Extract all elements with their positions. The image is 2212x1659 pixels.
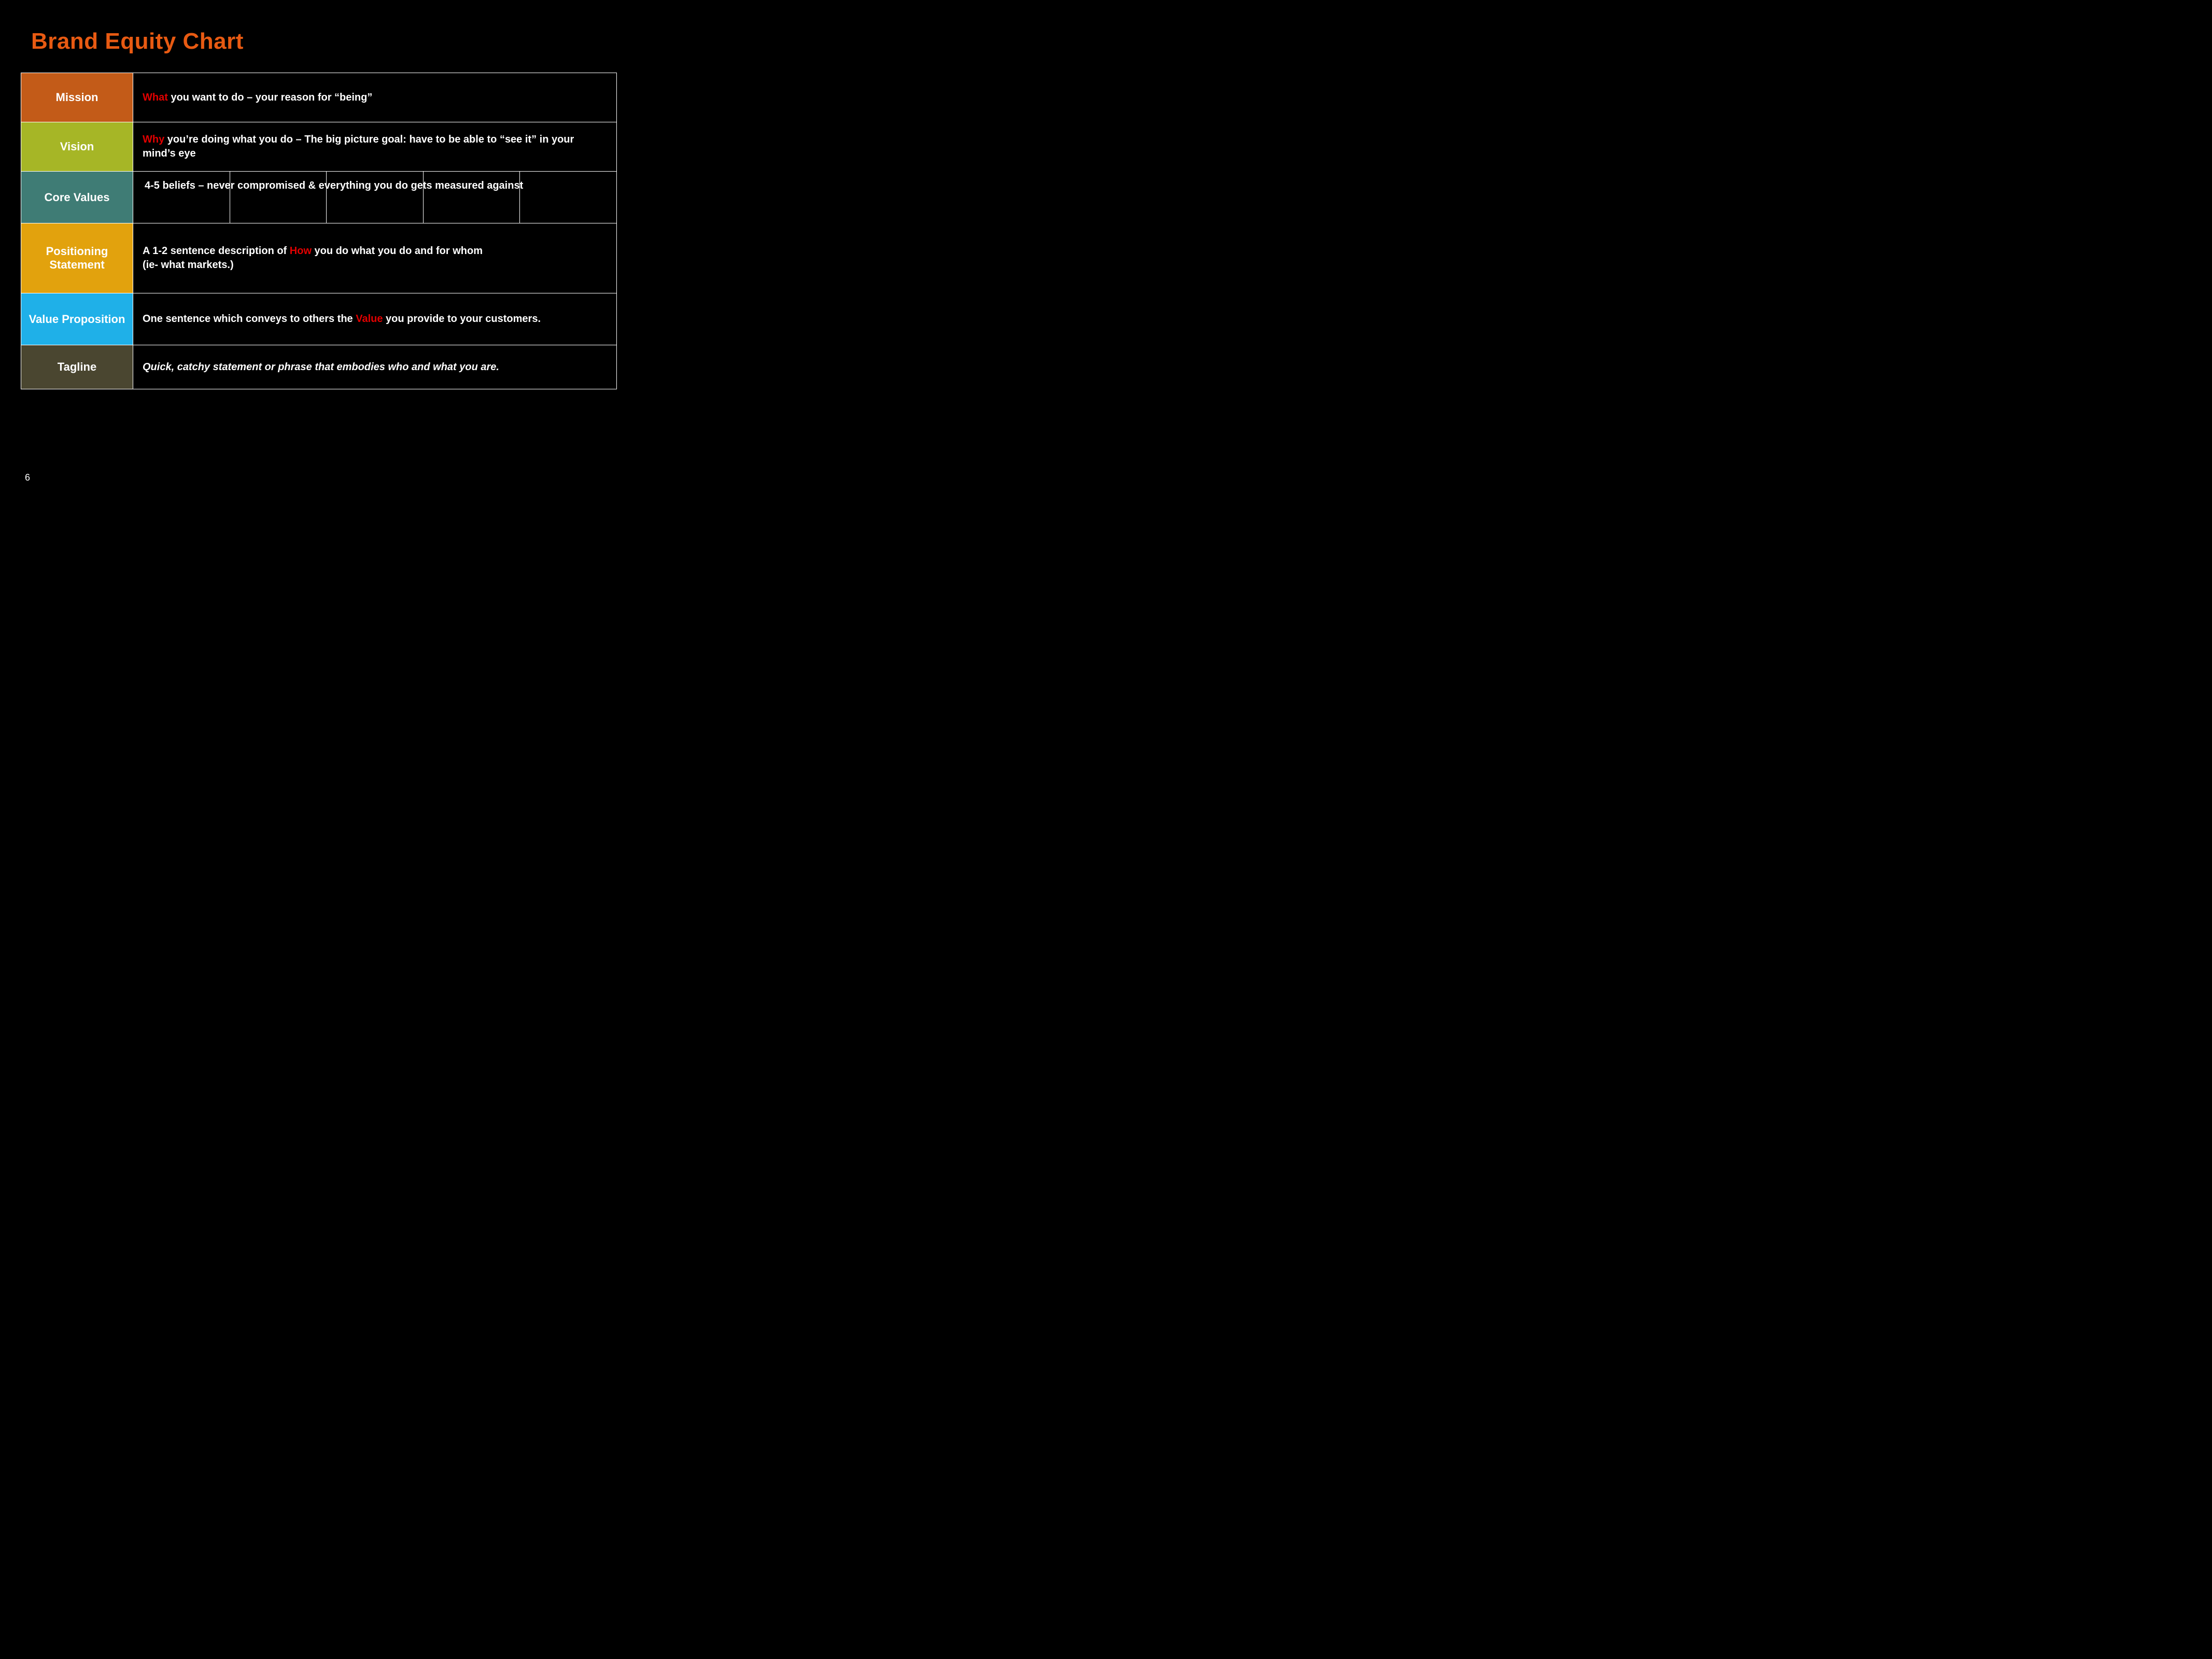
row-tagline: Tagline Quick, catchy statement or phras… (21, 345, 617, 389)
desc-mission: What you want to do – your reason for “b… (133, 73, 617, 122)
text-positioning-after-2: (ie- what markets.) (143, 259, 234, 271)
label-positioning: Positioning Statement (21, 223, 133, 293)
desc-core-values: 4-5 beliefs – never compromised & everyt… (145, 179, 611, 193)
highlight-what: What (143, 92, 168, 103)
label-mission: Mission (21, 73, 133, 122)
row-value-prop: Value Proposition One sentence which con… (21, 293, 617, 345)
brand-equity-table: Mission What you want to do – your reaso… (21, 73, 617, 389)
slide-title: Brand Equity Chart (31, 29, 643, 54)
desc-positioning: A 1-2 sentence description of How you do… (133, 223, 617, 293)
text-vision: you’re doing what you do – The big pictu… (143, 134, 574, 159)
row-vision: Vision Why you’re doing what you do – Th… (21, 122, 617, 172)
highlight-why: Why (143, 134, 164, 145)
label-value-prop: Value Proposition (21, 293, 133, 345)
label-core-values: Core Values (21, 172, 133, 223)
page-number: 6 (25, 472, 30, 483)
row-core-values: Core Values 4-5 beliefs – never compromi… (21, 172, 617, 223)
row-mission: Mission What you want to do – your reaso… (21, 73, 617, 122)
row-positioning: Positioning Statement A 1-2 sentence des… (21, 223, 617, 293)
highlight-value: Value (356, 313, 383, 325)
desc-tagline: Quick, catchy statement or phrase that e… (133, 345, 617, 389)
desc-vision: Why you’re doing what you do – The big p… (133, 122, 617, 172)
text-mission: you want to do – your reason for “being” (168, 92, 372, 103)
text-value-prop-before: One sentence which conveys to others the (143, 313, 356, 325)
desc-value-prop: One sentence which conveys to others the… (133, 293, 617, 345)
slide: Brand Equity Chart Mission What you want… (0, 0, 664, 498)
highlight-how: How (290, 245, 312, 257)
label-tagline: Tagline (21, 345, 133, 389)
text-positioning-after-1: you do what you do and for whom (312, 245, 483, 257)
label-vision: Vision (21, 122, 133, 172)
text-positioning-before: A 1-2 sentence description of (143, 245, 290, 257)
text-value-prop-after: you provide to your customers. (383, 313, 541, 325)
core-values-cell-1: 4-5 beliefs – never compromised & everyt… (133, 172, 230, 223)
